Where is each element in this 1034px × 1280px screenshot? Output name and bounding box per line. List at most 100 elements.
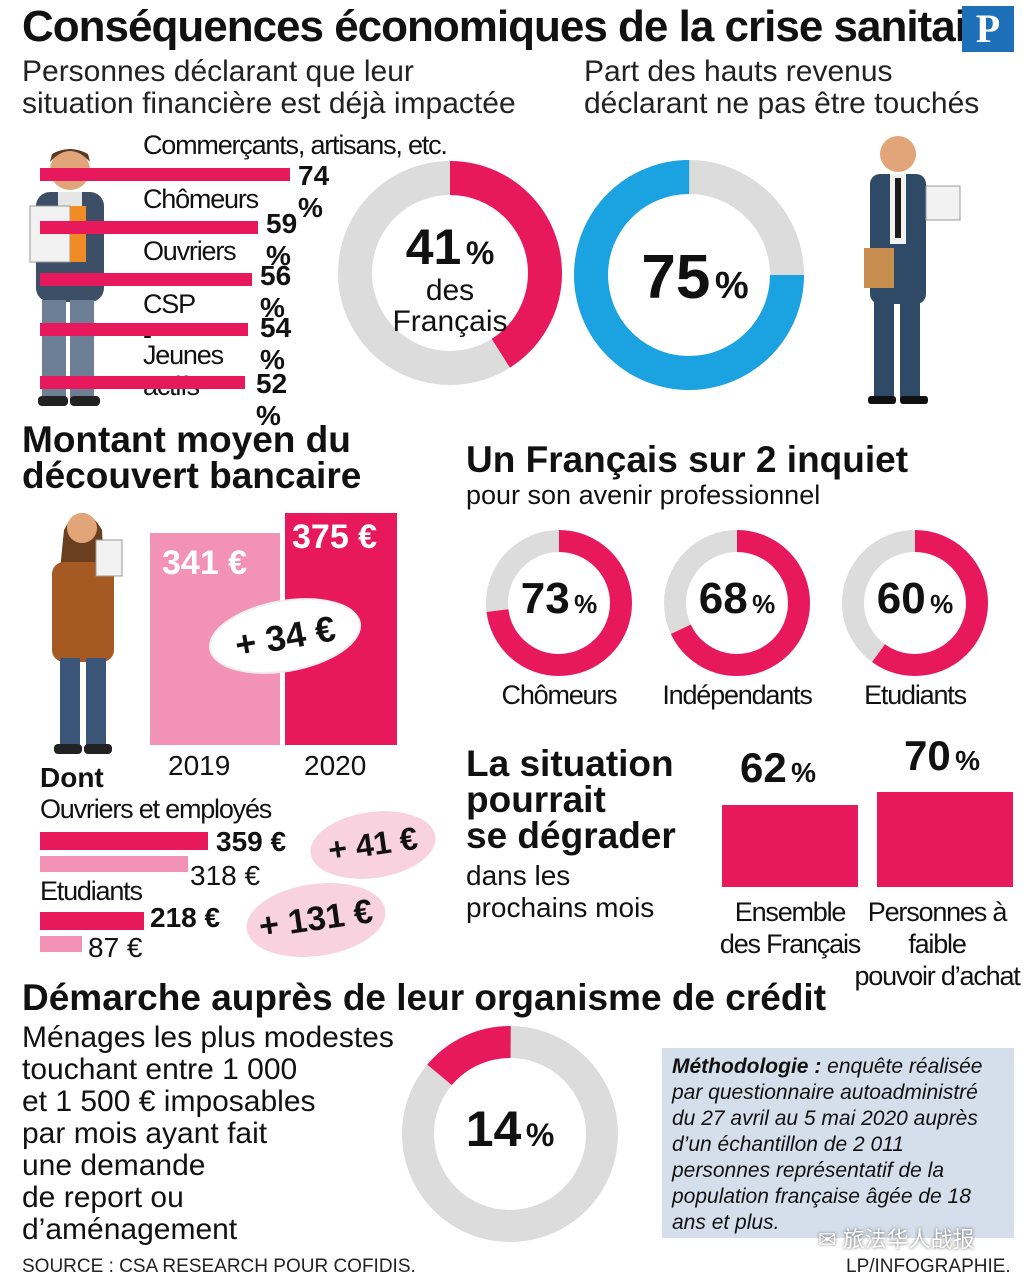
donut-impacted-value: 41	[405, 219, 462, 275]
credit-line: et 1 500 € imposables	[22, 1085, 316, 1118]
bar-value-label: 74 %	[298, 160, 330, 223]
dont-label: Dont	[40, 762, 104, 793]
donut-etudiants	[842, 530, 988, 676]
degrade-value-2: 70 %	[904, 732, 980, 780]
group1-bar-2020	[40, 832, 208, 850]
group1-value-2020: 359 €	[216, 826, 287, 857]
woman-illustration	[52, 513, 123, 754]
category-label: Chômeurs	[143, 184, 259, 214]
group2-diff-badge: + 131 €	[241, 874, 391, 966]
overdraft-title: Montant moyen du découvert bancaire	[22, 419, 362, 496]
left-subtitle-line1: Personnes déclarant que leur	[22, 55, 414, 88]
bar-2020-value: 375 €	[292, 518, 378, 556]
overdraft-title-line1: Montant moyen du	[22, 419, 351, 460]
bar-jeunes-actifs	[40, 376, 245, 389]
bar-ouvriers	[40, 273, 252, 286]
donut-impacted-line2: Français	[392, 305, 508, 338]
donut-independants	[664, 530, 810, 676]
degrade-category-1-line1: Ensemble	[734, 897, 847, 927]
credit-description: Ménages les plus modestes touchant entre…	[22, 1022, 394, 1246]
year-label-2020: 2020	[304, 750, 367, 781]
donut-impacted-label: 41 % des Français	[390, 218, 510, 338]
degrade-subtitle-line1: dans les	[466, 860, 571, 891]
degrade-subtitle-line2: prochains mois	[466, 892, 655, 923]
donut-high-income-arc	[574, 160, 804, 390]
category-label: Jeunes actifs	[143, 340, 224, 401]
donut-credit-arc	[402, 1026, 618, 1242]
methodology-box: Méthodologie : enquête réalisée par ques…	[662, 1048, 1014, 1238]
overdraft-title-line2: découvert bancaire	[22, 455, 362, 496]
donut-independants-label: 68 %	[662, 574, 812, 624]
parisien-logo: P	[962, 6, 1014, 52]
watermark-text: ✉ 旅法华人战报	[818, 1222, 975, 1254]
donut-chomeurs	[486, 530, 632, 676]
degrade-category-1-line2: des Français	[719, 929, 861, 959]
donut-etudiants-value: 60	[876, 574, 926, 623]
degrade-subtitle: dans les prochains mois	[466, 860, 654, 924]
group1-label: Ouvriers et employés	[40, 794, 272, 824]
donut-etudiants-arc	[842, 530, 988, 676]
degrade-bar-ensemble	[722, 805, 858, 887]
donut-chomeurs-label: 73 %	[484, 574, 634, 624]
source-note: SOURCE : CSA RESEARCH POUR COFIDIS.	[22, 1256, 416, 1277]
degrade-title: La situation pourrait se dégrader	[466, 743, 676, 856]
donut-etudiants-category: Etudiants	[864, 680, 967, 710]
credit-note: LP/INFOGRAPHIE.	[846, 1256, 1011, 1277]
bar-value-label: 52 %	[256, 368, 288, 431]
bar-commercants	[40, 168, 290, 181]
donut-chomeurs-unit: %	[574, 589, 598, 619]
donut-chomeurs-value: 73	[520, 574, 570, 623]
donut-chomeurs-category: Chômeurs	[501, 680, 618, 710]
donut-independants-unit: %	[752, 589, 776, 619]
watermark-label: 旅法华人战报	[842, 1227, 975, 1252]
right-subtitle-line1: Part des hauts revenus	[584, 55, 893, 88]
degrade-value-1-number: 62	[740, 744, 787, 791]
donut-high-income-unit: %	[714, 265, 749, 307]
credit-line: Ménages les plus modestes	[22, 1021, 394, 1054]
bar-value-label: 56 %	[260, 260, 292, 323]
degrade-bar-faible	[877, 792, 1013, 887]
degrade-value-1: 62 %	[740, 744, 816, 792]
right-subtitle: Part des hauts revenus déclarant ne pas …	[584, 56, 979, 120]
donut-etudiants-label: 60 %	[840, 574, 990, 624]
methodology-heading: Méthodologie :	[672, 1055, 822, 1078]
donut-impacted-line1: des	[425, 274, 475, 307]
donut-high-income-value: 75	[641, 243, 711, 312]
degrade-title-line3: se dégrader	[466, 815, 676, 856]
degrade-category-2-line2: pouvoir d’achat	[854, 961, 1020, 991]
group2-value-2020: 218 €	[150, 902, 221, 933]
worried-subtitle: pour son avenir professionnel	[466, 480, 821, 510]
credit-line: touchant entre 1 000	[22, 1053, 298, 1086]
group2-label: Etudiants	[40, 876, 143, 906]
left-subtitle-line2: situation financière est déjà impactée	[22, 87, 516, 120]
degrade-title-line1: La situation	[466, 743, 674, 784]
donut-credit-label: 14 %	[440, 1100, 580, 1158]
worried-title: Un Français sur 2 inquiet	[466, 439, 909, 480]
credit-line: d’aménagement	[22, 1213, 238, 1246]
group2-bar-2019	[40, 936, 82, 952]
group2-value-2019: 87 €	[88, 932, 143, 963]
donut-chomeurs-arc	[486, 530, 632, 676]
donut-credit	[402, 1026, 618, 1242]
bar-value-label: 59 %	[266, 208, 298, 271]
donut-credit-value: 14	[465, 1101, 522, 1157]
left-subtitle: Personnes déclarant que leur situation f…	[22, 56, 516, 120]
donut-impacted-unit: %	[465, 235, 495, 271]
credit-line: de report ou	[22, 1181, 184, 1214]
donut-etudiants-unit: %	[930, 589, 954, 619]
category-label: Ouvriers	[143, 236, 237, 266]
degrade-value-1-unit: %	[791, 757, 817, 788]
degrade-value-2-unit: %	[955, 745, 981, 776]
right-subtitle-line2: déclarant ne pas être touchés	[584, 87, 980, 120]
wechat-icon: ✉	[818, 1227, 837, 1252]
methodology-text: enquête réalisée par questionnaire autoa…	[672, 1055, 983, 1234]
donut-independants-value: 68	[698, 574, 748, 623]
donut-credit-unit: %	[525, 1117, 555, 1153]
businessman-illustration	[864, 136, 961, 404]
credit-line: une demande	[22, 1149, 206, 1182]
credit-line: par mois ayant fait	[22, 1117, 268, 1150]
credit-title: Démarche auprès de leur organisme de cré…	[22, 977, 827, 1018]
degrade-value-2-number: 70	[904, 732, 951, 779]
group1-value-2019: 318 €	[190, 860, 261, 891]
bar-csp	[40, 323, 248, 336]
